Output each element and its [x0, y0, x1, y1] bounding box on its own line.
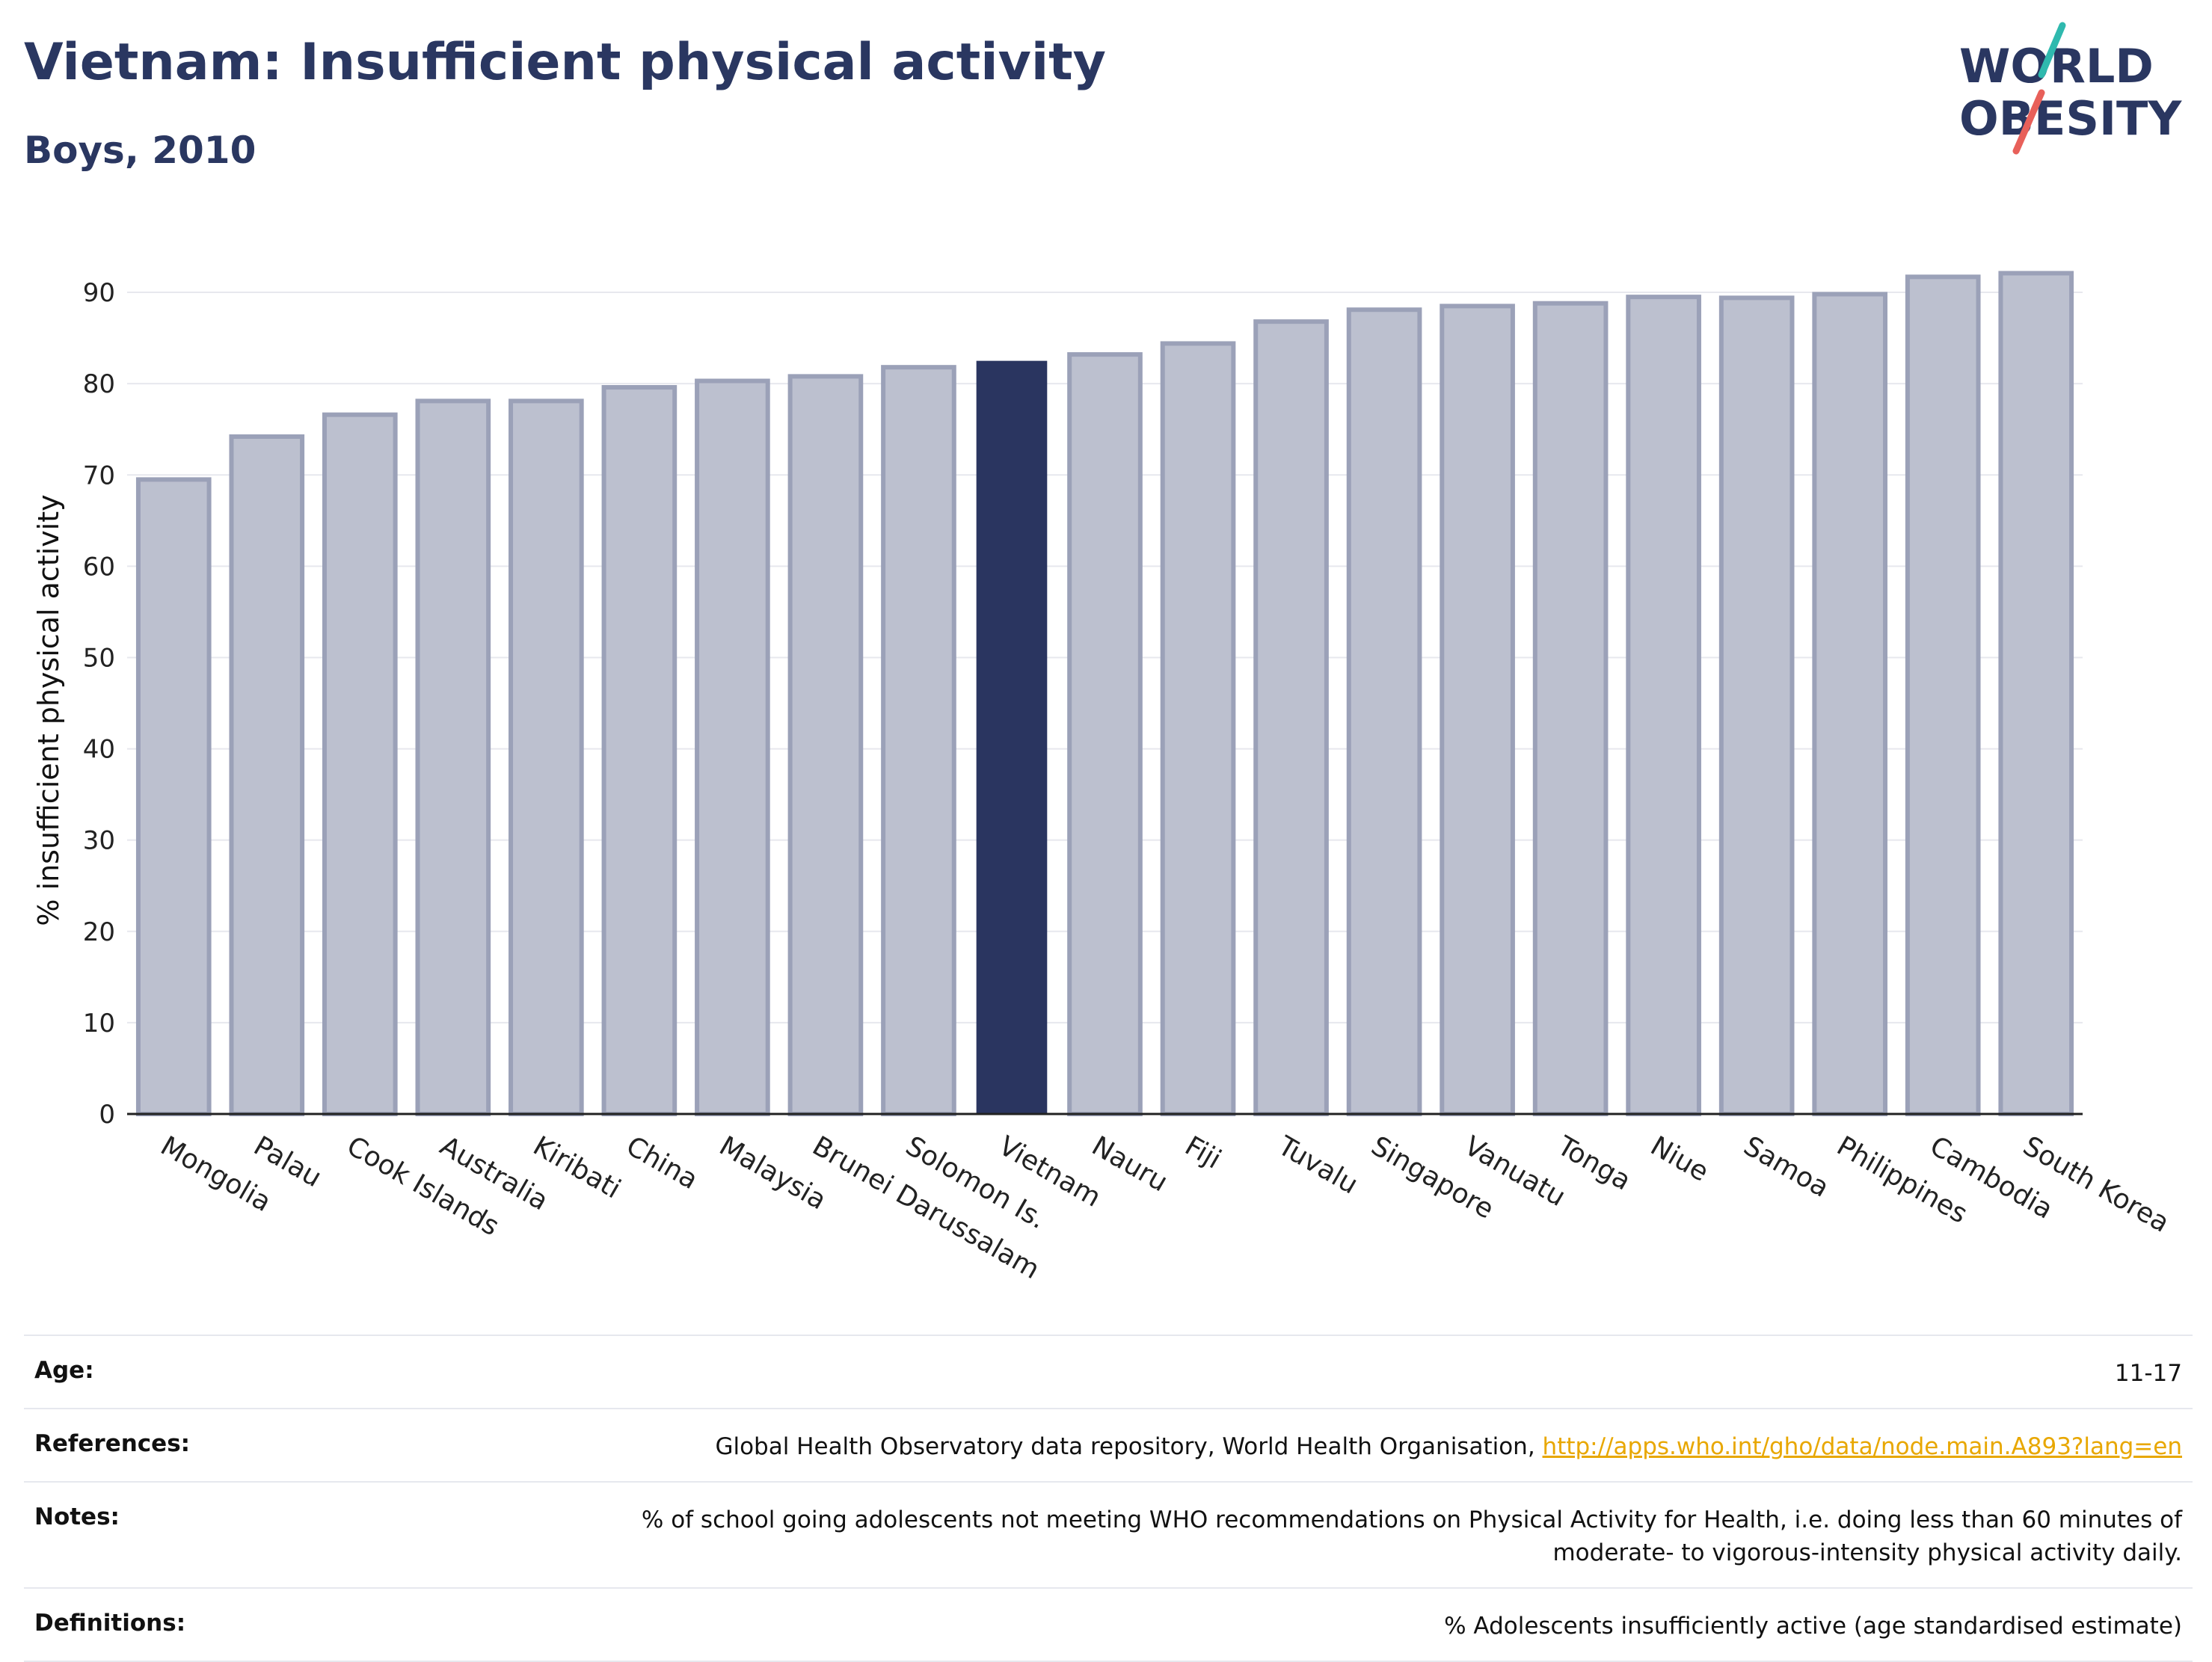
x-tick-label: Tuvalu	[1272, 1130, 1362, 1201]
age-label: Age:	[34, 1357, 94, 1384]
bar	[1998, 271, 2074, 1116]
world-obesity-logo: WORLD OBESITY	[1959, 22, 2182, 155]
references-link[interactable]: http://apps.who.int/gho/data/node.main.A…	[1542, 1433, 2182, 1460]
references-label: References:	[34, 1430, 191, 1457]
logo-text-obesity: OBESITY	[1959, 91, 2182, 146]
bar	[1626, 295, 1701, 1117]
age-value: 11-17	[2114, 1360, 2182, 1387]
y-tick-label: 40	[83, 735, 115, 765]
bar	[1346, 307, 1422, 1116]
info-table: Age: 11-17 References: Global Health Obs…	[24, 1335, 2193, 1662]
bar	[881, 365, 956, 1116]
bar	[1067, 352, 1143, 1116]
y-tick-label: 0	[99, 1100, 115, 1130]
x-tick-label: Fiji	[1180, 1130, 1226, 1175]
references-text: Global Health Observatory data repositor…	[715, 1433, 1543, 1460]
definitions-label: Definitions:	[34, 1610, 186, 1637]
page-subtitle: Boys, 2010	[24, 129, 256, 172]
y-tick-label: 20	[83, 917, 115, 947]
y-tick-label: 10	[83, 1009, 115, 1038]
y-tick-label: 80	[83, 369, 115, 399]
notes-label: Notes:	[34, 1504, 120, 1530]
bar	[322, 412, 398, 1116]
definitions-value: % Adolescents insufficiently active (age…	[1444, 1613, 2182, 1640]
info-row-notes: Notes: % of school going adolescents not…	[24, 1481, 2193, 1587]
bar	[509, 398, 584, 1116]
bar	[601, 385, 678, 1116]
bar	[135, 477, 212, 1116]
bar	[1160, 341, 1236, 1117]
bar	[1253, 319, 1329, 1116]
bar	[787, 374, 864, 1116]
x-tick-label: China	[621, 1130, 703, 1195]
x-tick-label: Malaysia	[714, 1130, 832, 1216]
bar	[1812, 292, 1888, 1116]
bar	[1532, 301, 1609, 1116]
bar	[1905, 274, 1981, 1117]
references-value: Global Health Observatory data repositor…	[715, 1430, 2182, 1463]
info-row-definitions: Definitions: % Adolescents insufficientl…	[24, 1587, 2193, 1662]
x-tick-label: Niue	[1645, 1130, 1713, 1187]
logo-slash-red	[2012, 89, 2045, 155]
bar	[695, 378, 770, 1116]
logo-slash-teal	[2038, 22, 2066, 79]
info-row-age: Age: 11-17	[24, 1335, 2193, 1408]
x-tick-label: Samoa	[1739, 1130, 1834, 1204]
y-tick-label: 70	[83, 461, 115, 490]
bar	[1440, 304, 1515, 1116]
y-tick-label: 90	[83, 278, 115, 308]
bar	[229, 434, 305, 1116]
page-title: Vietnam: Insufficient physical activity	[24, 33, 1106, 92]
y-tick-label: 60	[83, 552, 115, 582]
y-tick-label: 30	[83, 826, 115, 856]
info-row-references: References: Global Health Observatory da…	[24, 1408, 2193, 1481]
y-axis-label: % insufficient physical activity	[32, 494, 65, 926]
bar	[976, 360, 1048, 1114]
y-tick-label: 50	[83, 643, 115, 673]
notes-value: % of school going adolescents not meetin…	[641, 1506, 2182, 1566]
bar	[1718, 295, 1795, 1117]
bar	[415, 398, 491, 1116]
